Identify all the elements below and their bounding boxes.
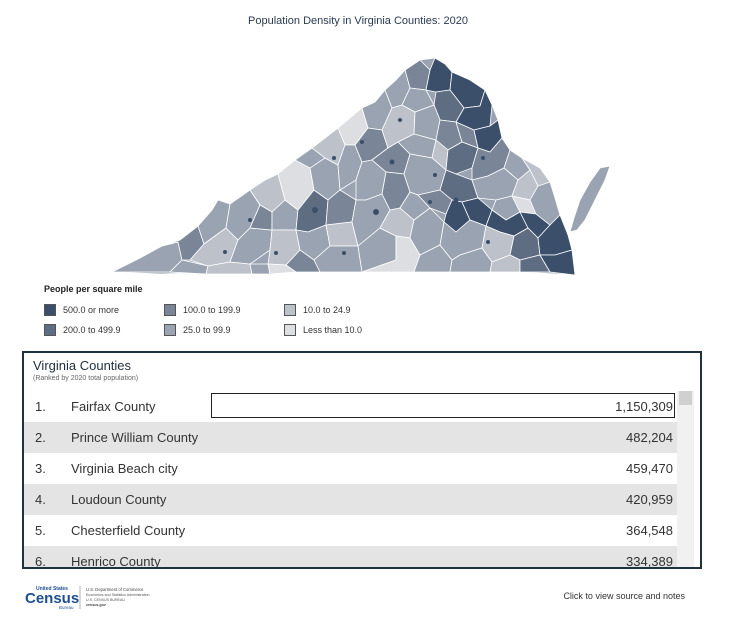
northwest-counties [311,59,435,191]
legend-item-500-plus: 500.0 or more [44,304,119,316]
table-row[interactable]: 3. Virginia Beach city 459,470 [24,453,677,484]
legend-label: 25.0 to 99.9 [183,325,231,335]
table-title: Virginia Counties [33,358,132,373]
row-rank: 4. [35,492,46,507]
row-county-name: Fairfax County [71,399,156,414]
legend-label: 10.0 to 24.9 [303,305,351,315]
central-west-counties [277,157,363,273]
row-selection-highlight [211,393,675,418]
central-counties [351,133,479,273]
logo-dept-line-4: census.gov [86,603,106,607]
row-rank: 2. [35,430,46,445]
legend-label: 500.0 or more [63,305,120,315]
legend-swatch [164,304,176,316]
row-county-name: Henrico County [71,554,161,569]
row-county-name: Prince William County [71,430,199,445]
row-rank: 3. [35,461,46,476]
row-county-name: Loudoun County [71,492,167,507]
row-rank: 5. [35,523,46,538]
table-row[interactable]: 6. Henrico County 334,389 [24,546,677,569]
row-rank: 6. [35,554,46,569]
legend-item-100-199: 100.0 to 199.9 [164,304,241,316]
southwest-counties [111,173,301,275]
census-bureau-logo: United States Census Bureau U.S. Departm… [25,586,150,610]
row-population: 364,548 [626,523,673,538]
row-rank: 1. [35,399,46,414]
legend-swatch [44,324,56,336]
county-list: 1. Fairfax County 1,150,309 2. Prince Wi… [24,391,677,569]
legend-item-under-10: Less than 10.0 [284,324,362,336]
legend-label: 200.0 to 499.9 [63,325,121,335]
table-subtitle: (Ranked by 2020 total population) [33,375,139,382]
row-population: 1,150,309 [615,399,673,414]
logo-dept-line-1: U.S. Department of Commerce [86,587,144,592]
logo-top-text: United States [36,586,68,592]
table-row[interactable]: 5. Chesterfield County 364,548 [24,515,677,546]
row-population: 334,389 [626,554,673,569]
table-row[interactable]: 1. Fairfax County 1,150,309 [24,391,677,422]
legend-label: Less than 10.0 [303,325,363,335]
legend-swatch [164,324,176,336]
row-county-name: Virginia Beach city [71,461,178,476]
logo-main-text: Census [25,590,79,607]
legend-item-10-24: 10.0 to 24.9 [284,304,351,316]
table-row[interactable]: 2. Prince William County 482,204 [24,422,677,453]
logo-dept-line-3: U.S. CENSUS BUREAU [86,598,125,602]
map-legend: People per square mile 500.0 or more 200… [44,284,444,344]
list-scrollbar[interactable] [677,391,694,567]
virginia-county-map[interactable] [100,50,620,285]
row-population: 482,204 [626,430,673,445]
map-title: Population Density in Virginia Counties:… [248,15,468,27]
legend-swatch [284,304,296,316]
counties-ranking-panel: Virginia Counties (Ranked by 2020 total … [22,351,702,569]
scrollbar-thumb[interactable] [679,391,692,405]
row-population: 420,959 [626,492,673,507]
eastern-shore [569,165,611,233]
row-population: 459,470 [626,461,673,476]
tidewater-counties [471,137,576,276]
legend-item-25-99: 25.0 to 99.9 [164,324,231,336]
legend-item-200-499: 200.0 to 499.9 [44,324,121,336]
northern-virginia-counties [413,57,503,153]
logo-dept-line-2: Economics and Statistics Administration [86,593,150,597]
table-row[interactable]: 4. Loudoun County 420,959 [24,484,677,515]
row-county-name: Chesterfield County [71,523,186,538]
independent-cities [223,118,550,255]
legend-swatch [284,324,296,336]
legend-title: People per square mile [44,284,143,294]
legend-swatch [44,304,56,316]
logo-bureau-text: Bureau [59,605,74,610]
legend-label: 100.0 to 199.9 [183,305,241,315]
source-notes-link[interactable]: Click to view source and notes [563,591,685,601]
